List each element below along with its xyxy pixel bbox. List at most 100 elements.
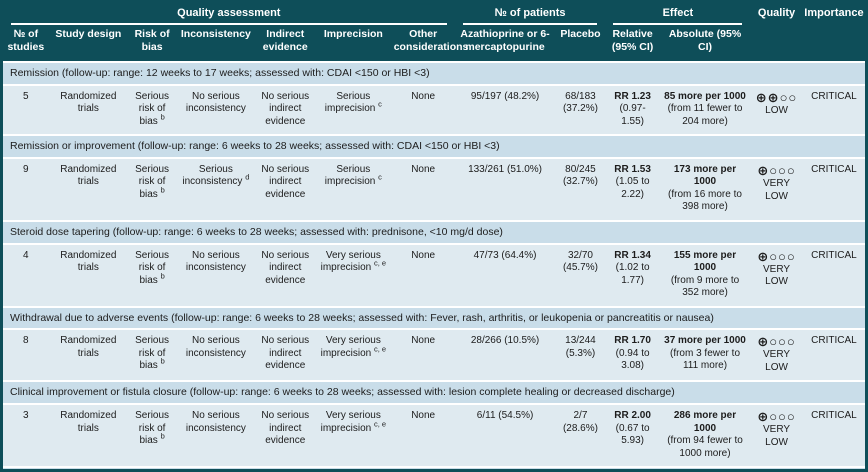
outcome-section-row: Remission or improvement (follow-up: ran… xyxy=(3,135,865,158)
quality-symbols: ⊕⊕○○ xyxy=(755,89,798,105)
section-title: Clinical improvement or fistula closure … xyxy=(3,381,865,405)
column-header-relative: Relative (95% CI) xyxy=(605,25,660,63)
table-header: Quality assessment № of patients Effect … xyxy=(3,3,865,63)
cell-imprecision-text: Very serious imprecision xyxy=(320,249,381,274)
cell-relative-effect-ci: (0.97-1.55) xyxy=(619,103,646,127)
section-title: Remission or improvement (follow-up: ran… xyxy=(3,135,865,158)
cell-risk-of-bias-footnote: b xyxy=(160,271,165,281)
cell-azathioprine-events: 133/261 (51.0%) xyxy=(454,157,556,221)
cell-indirect-evidence-text: No serious indirect evidence xyxy=(261,163,310,200)
cell-absolute-effect-ci: (from 16 more to 398 more) xyxy=(668,188,742,213)
cell-absolute-effect-estimate: 286 more per 1000 xyxy=(673,410,737,434)
column-header-n-studies: № of studies xyxy=(3,25,49,63)
cell-importance: CRITICAL xyxy=(802,329,865,382)
group-header-label: № of patients xyxy=(462,7,598,25)
evidence-table: Quality assessment № of patients Effect … xyxy=(3,3,865,469)
column-header-importance: Importance xyxy=(802,3,865,63)
cell-risk-of-bias: Serious risk of bias b xyxy=(127,243,177,307)
cell-quality-rating: ⊕○○○ VERY LOW xyxy=(750,243,803,307)
cell-relative-effect: RR 1.34 (1.02 to 1.77) xyxy=(605,243,660,307)
column-header-row: № of studies Study design Risk of bias I… xyxy=(3,25,865,63)
cell-study-design: Randomized trials xyxy=(48,243,128,307)
cell-other-considerations: None xyxy=(391,84,455,136)
cell-imprecision: Very serious imprecision c, e xyxy=(315,329,392,382)
cell-risk-of-bias-text: Serious risk of bias xyxy=(135,163,170,200)
cell-inconsistency-text: Serious inconsistency xyxy=(182,163,243,188)
cell-quality-rating: ⊕○○○ VERY LOW xyxy=(750,404,803,468)
quality-label: VERY LOW xyxy=(763,178,791,202)
quality-label: VERY LOW xyxy=(763,349,791,373)
cell-n-studies-text: 8 xyxy=(23,335,29,347)
table-row: 4 Randomized trials Serious risk of bias b… xyxy=(3,243,865,307)
cell-study-design-text: Randomized trials xyxy=(60,90,117,115)
cell-n-studies: 5 xyxy=(3,84,49,136)
cell-importance: CRITICAL xyxy=(802,404,865,468)
column-header-azathioprine: Azathioprine or 6-mercaptopurine xyxy=(454,25,556,63)
cell-indirect-evidence: No serious indirect evidence xyxy=(255,329,315,382)
cell-imprecision: Very serious imprecision c, e xyxy=(315,404,392,468)
column-header-inconsistency: Inconsistency xyxy=(176,25,256,63)
cell-azathioprine-events-text: 28/266 (10.5%) xyxy=(470,335,540,347)
cell-risk-of-bias-text: Serious risk of bias xyxy=(135,90,170,127)
cell-placebo-events-text: 2/7 (28.6%) xyxy=(562,410,598,434)
table-row: 5 Randomized trials Serious risk of bias b… xyxy=(3,84,865,136)
section-title: Serious adverse events (follow-up: range… xyxy=(3,467,865,469)
outcome-section-row: Serious adverse events (follow-up: range… xyxy=(3,467,865,469)
cell-imprecision-footnote: c, e xyxy=(373,258,387,268)
cell-risk-of-bias-text: Serious risk of bias xyxy=(135,249,170,286)
cell-relative-effect-ci: (0.94 to 3.08) xyxy=(615,347,650,372)
cell-relative-effect: RR 2.00 (0.67 to 5.93) xyxy=(605,404,660,468)
cell-relative-effect-estimate: RR 1.53 xyxy=(614,163,651,175)
cell-absolute-effect-estimate: 85 more per 1000 xyxy=(664,90,746,102)
cell-absolute-effect-estimate: 173 more per 1000 xyxy=(673,163,737,188)
cell-risk-of-bias: Serious risk of bias b xyxy=(127,84,177,136)
cell-placebo-events: 32/70 (45.7%) xyxy=(555,243,606,307)
cell-importance-text: CRITICAL xyxy=(811,335,857,347)
cell-risk-of-bias-footnote: b xyxy=(160,431,165,441)
column-header-other-considerations: Other considerations xyxy=(391,25,468,63)
cell-study-design: Randomized trials xyxy=(48,329,128,382)
cell-other-considerations-text: None xyxy=(411,410,436,422)
quality-label: VERY LOW xyxy=(763,424,791,448)
cell-study-design: Randomized trials xyxy=(48,84,128,136)
cell-azathioprine-events: 6/11 (54.5%) xyxy=(454,404,556,468)
column-header-indirect-evidence: Indirect evidence xyxy=(255,25,315,63)
cell-study-design: Randomized trials xyxy=(48,404,128,468)
cell-inconsistency: No serious inconsistency xyxy=(176,243,256,307)
cell-absolute-effect-estimate: 155 more per 1000 xyxy=(673,249,737,274)
quality-label: LOW xyxy=(765,105,788,117)
cell-absolute-effect-estimate: 37 more per 1000 xyxy=(664,335,746,347)
cell-placebo-events-text: 68/183 (37.2%) xyxy=(562,90,598,115)
cell-indirect-evidence: No serious indirect evidence xyxy=(255,157,315,221)
cell-absolute-effect: 155 more per 1000 (from 9 more to 352 mor… xyxy=(659,243,751,307)
cell-n-studies: 9 xyxy=(3,157,49,221)
cell-imprecision: Serious imprecision c xyxy=(315,84,392,136)
column-header-quality: Quality xyxy=(750,3,803,63)
cell-imprecision-text: Serious imprecision xyxy=(324,90,376,115)
cell-imprecision-text: Serious imprecision xyxy=(324,163,376,188)
cell-relative-effect-ci: (1.02 to 1.77) xyxy=(615,262,650,286)
cell-n-studies-text: 9 xyxy=(23,163,29,175)
cell-inconsistency-footnote: d xyxy=(245,173,250,183)
table-row: 8 Randomized trials Serious risk of bias b… xyxy=(3,329,865,382)
cell-azathioprine-events-text: 95/197 (48.2%) xyxy=(470,90,540,102)
cell-relative-effect: RR 1.70 (0.94 to 3.08) xyxy=(605,329,660,382)
cell-imprecision-text: Very serious imprecision xyxy=(320,335,381,359)
cell-absolute-effect: 286 more per 1000 (from 94 fewer to 1000 … xyxy=(659,404,751,468)
cell-relative-effect: RR 1.23 (0.97-1.55) xyxy=(605,84,660,136)
cell-other-considerations: None xyxy=(391,243,455,307)
cell-n-studies: 4 xyxy=(3,243,49,307)
cell-risk-of-bias-text: Serious risk of bias xyxy=(135,410,170,447)
cell-risk-of-bias-text: Serious risk of bias xyxy=(135,335,170,372)
outcome-section-row: Remission (follow-up: range: 12 weeks to… xyxy=(3,62,865,85)
cell-absolute-effect-ci: (from 11 fewer to 204 more) xyxy=(667,103,743,127)
cell-absolute-effect: 37 more per 1000 (from 3 fewer to 111 mor… xyxy=(659,329,751,382)
cell-n-studies-text: 4 xyxy=(23,249,29,261)
cell-importance: CRITICAL xyxy=(802,243,865,307)
table-body: Remission (follow-up: range: 12 weeks to… xyxy=(3,62,865,469)
cell-indirect-evidence-text: No serious indirect evidence xyxy=(261,335,310,372)
cell-importance: CRITICAL xyxy=(802,84,865,136)
cell-relative-effect-estimate: RR 2.00 xyxy=(614,410,651,422)
group-header-row: Quality assessment № of patients Effect … xyxy=(3,3,865,63)
